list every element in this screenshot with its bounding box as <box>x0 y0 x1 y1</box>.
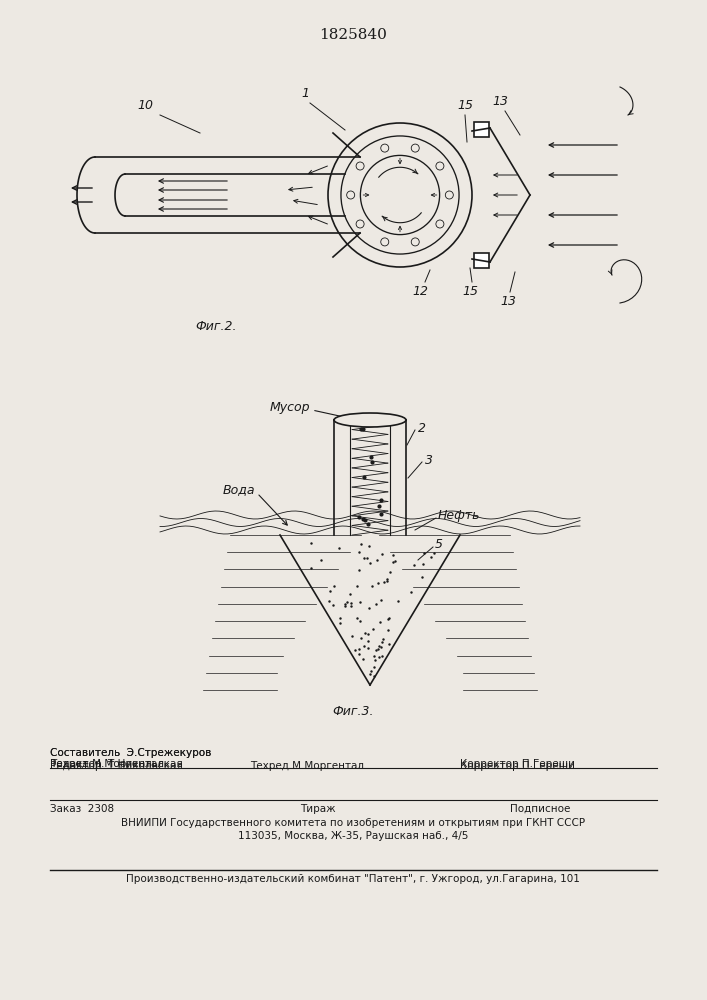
Text: Подписное: Подписное <box>510 804 571 814</box>
Text: 2: 2 <box>418 422 426 434</box>
Ellipse shape <box>334 413 406 427</box>
Text: Мусор: Мусор <box>269 401 310 414</box>
Text: 12: 12 <box>412 285 428 298</box>
Text: Корректор П.Гереши: Корректор П.Гереши <box>460 761 575 771</box>
Text: 1: 1 <box>301 87 309 100</box>
Text: Фиг.2.: Фиг.2. <box>195 320 237 333</box>
Text: 13: 13 <box>492 95 508 108</box>
Text: Техред М.Моргентал: Техред М.Моргентал <box>50 759 164 769</box>
Text: 3: 3 <box>425 454 433 466</box>
Text: Тираж: Тираж <box>300 804 336 814</box>
Text: 1825840: 1825840 <box>319 28 387 42</box>
Text: 15: 15 <box>462 285 478 298</box>
Text: Техред М.Моргентал: Техред М.Моргентал <box>250 761 364 771</box>
Text: Вода: Вода <box>223 484 255 496</box>
Text: 13: 13 <box>500 295 516 308</box>
Bar <box>474 253 489 268</box>
Text: Корректор П.Гереши: Корректор П.Гереши <box>460 759 575 769</box>
Text: Фиг.3.: Фиг.3. <box>332 705 374 718</box>
Bar <box>474 122 489 137</box>
Text: Заказ  2308: Заказ 2308 <box>50 804 114 814</box>
Text: 10: 10 <box>137 99 153 112</box>
Text: Производственно-издательский комбинат "Патент", г. Ужгород, ул.Гагарина, 101: Производственно-издательский комбинат "П… <box>126 874 580 884</box>
Text: Нефть: Нефть <box>438 508 481 522</box>
Text: Редактор  Т.Никольская: Редактор Т.Никольская <box>50 761 182 771</box>
Text: ВНИИПИ Государственного комитета по изобретениям и открытиям при ГКНТ СССР: ВНИИПИ Государственного комитета по изоб… <box>121 818 585 828</box>
Text: 5: 5 <box>435 538 443 552</box>
Text: Составитель  Э.Стрежекуров: Составитель Э.Стрежекуров <box>50 748 211 758</box>
Text: 15: 15 <box>457 99 473 112</box>
Text: Составитель  Э.Стрежекуров: Составитель Э.Стрежекуров <box>50 748 211 758</box>
Text: 113035, Москва, Ж-35, Раушская наб., 4/5: 113035, Москва, Ж-35, Раушская наб., 4/5 <box>238 831 468 841</box>
Text: Редактор  Т.Никольская: Редактор Т.Никольская <box>50 759 182 769</box>
